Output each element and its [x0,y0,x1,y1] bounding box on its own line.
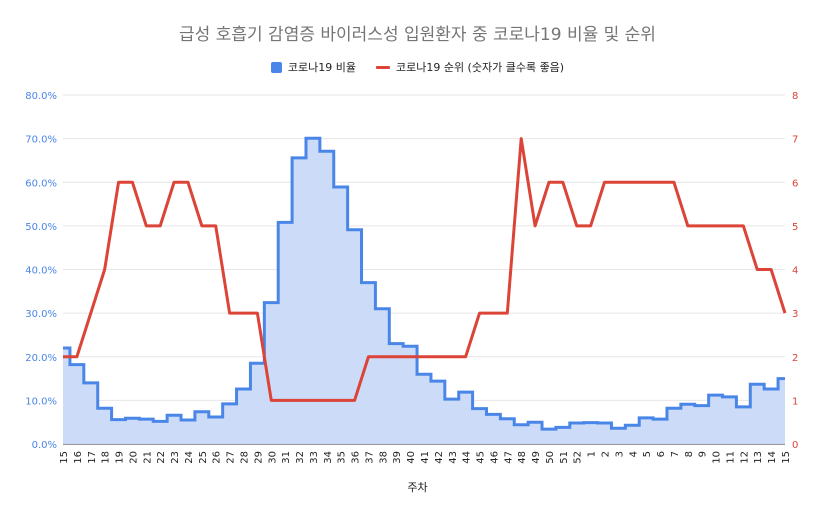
x-tick-label: 37 [364,451,375,464]
ratio-area-fill [63,138,785,444]
x-tick-label: 10 [712,451,723,464]
x-tick-label: 2 [601,451,612,457]
x-tick-label: 34 [323,451,334,464]
y-tick-label-right: 0 [792,440,798,451]
y-tick-label-right: 5 [792,222,798,233]
y-tick-label-left: 70.0% [25,135,57,146]
x-tick-label: 35 [337,451,348,464]
x-tick-label: 3 [614,451,625,457]
y-tick-label-right: 8 [792,91,798,102]
x-tick-label: 18 [101,451,112,464]
x-tick-label: 22 [156,451,167,464]
x-tick-label: 41 [420,451,431,464]
ratio-series-line [63,136,785,431]
y-tick-label-right: 3 [792,309,798,320]
x-tick-label: 33 [309,451,320,464]
y-tick-label-left: 80.0% [25,91,57,102]
x-tick-label: 47 [503,451,514,464]
y-tick-label-right: 7 [792,135,798,146]
x-tick-label: 26 [212,451,223,464]
legend-label-ratio: 코로나19 비율 [287,61,356,74]
x-tick-label: 6 [656,451,667,457]
x-tick-label: 1 [587,451,598,457]
x-tick-label: 17 [87,451,98,464]
x-tick-label: 49 [531,451,542,464]
y-tick-label-left: 50.0% [25,222,57,233]
x-tick-label: 45 [476,451,487,464]
y-tick-label-left: 20.0% [25,353,57,364]
x-tick-label: 32 [295,451,306,464]
y-tick-label-right: 2 [792,353,798,364]
x-tick-label: 16 [73,451,84,464]
x-tick-label: 4 [628,451,639,457]
x-tick-label: 24 [184,451,195,464]
x-tick-label: 30 [267,451,278,464]
x-tick-label: 52 [573,451,584,464]
x-tick-label: 9 [698,451,709,457]
y-tick-label-left: 40.0% [25,266,57,277]
x-tick-label: 11 [725,451,736,464]
y-tick-label-left: 60.0% [25,178,57,189]
x-tick-label: 31 [281,451,292,464]
y-tick-label-left: 30.0% [25,309,57,320]
rank-series-line [63,137,787,402]
x-tick-label: 36 [351,451,362,464]
x-tick-label: 51 [559,451,570,464]
legend-item-ratio[interactable]: 코로나19 비율 [270,59,356,75]
x-tick-label: 40 [406,451,417,464]
legend-swatch-ratio [270,61,282,73]
legend-label-rank: 코로나19 순위 (숫자가 클수록 좋음) [395,61,565,74]
x-tick-label: 15 [59,451,70,464]
x-tick-label: 46 [489,451,500,464]
x-tick-label: 28 [240,451,251,464]
x-tick-label: 43 [448,451,459,464]
y-tick-label-left: 0.0% [32,440,57,451]
x-tick-label: 42 [434,451,445,464]
chart-legend: 코로나19 비율 코로나19 순위 (숫자가 클수록 좋음) [0,59,835,75]
chart-title: 급성 호흡기 감염증 바이러스성 입원환자 중 코로나19 비율 및 순위 [179,25,656,45]
legend-swatch-rank [375,65,390,69]
x-axis-title: 주차 [407,481,428,494]
x-tick-label: 29 [253,451,264,464]
x-tick-label: 50 [545,451,556,464]
x-tick-label: 48 [517,451,528,464]
x-tick-label: 38 [378,451,389,464]
y-tick-label-right: 1 [792,396,798,407]
x-tick-label: 44 [462,451,473,464]
x-tick-label: 25 [198,451,209,464]
x-tick-label: 27 [226,451,237,464]
x-tick-label: 15 [781,451,792,464]
x-tick-label: 20 [128,451,139,464]
y-tick-label-right: 6 [792,178,798,189]
x-tick-label: 39 [392,451,403,464]
y-tick-label-right: 4 [792,266,798,277]
x-tick-label: 19 [115,451,126,464]
y-tick-label-left: 10.0% [25,396,57,407]
x-tick-label: 23 [170,451,181,464]
legend-item-rank[interactable]: 코로나19 순위 (숫자가 클수록 좋음) [375,59,565,75]
x-tick-label: 12 [739,451,750,464]
x-tick-label: 8 [684,451,695,457]
x-tick-label: 5 [642,451,653,457]
x-tick-label: 13 [753,451,764,464]
x-tick-label: 7 [670,451,681,457]
x-tick-label: 14 [767,451,778,464]
x-tick-label: 21 [142,451,153,464]
